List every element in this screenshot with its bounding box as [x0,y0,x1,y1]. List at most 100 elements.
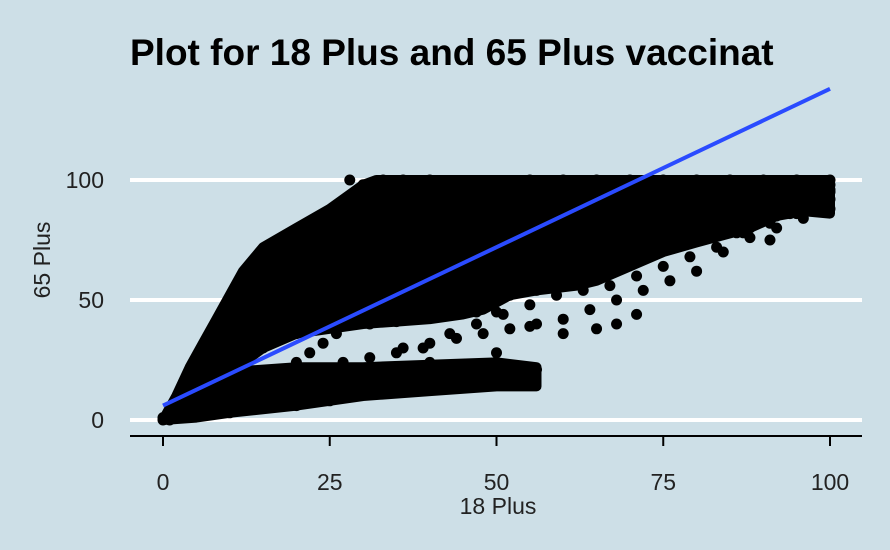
data-point [624,222,636,234]
data-point [290,328,302,340]
data-points [157,174,836,426]
data-point [464,294,476,306]
x-tick-label: 75 [650,469,676,495]
data-point [304,270,316,282]
x-tick-label: 25 [317,469,343,495]
data-point [364,352,376,364]
data-point [477,188,489,200]
data-point [504,289,516,301]
data-point [437,208,449,220]
data-point [577,284,589,296]
data-point [457,359,469,371]
data-point [317,256,329,268]
data-point [424,260,436,272]
data-point [651,188,663,200]
data-point [217,352,229,364]
data-point [457,176,469,188]
data-point [224,308,236,320]
data-point [230,392,242,404]
data-point [757,184,769,196]
data-point [597,265,609,277]
data-point [390,265,402,277]
data-point [337,203,349,215]
data-point [424,311,436,323]
data-point [684,217,696,229]
data-point [344,318,356,330]
data-point [357,380,369,392]
data-point [657,212,669,224]
data-point [377,174,389,186]
data-point [524,371,536,383]
trend-line [162,86,831,408]
data-point [470,306,482,318]
data-point [571,184,583,196]
data-point [284,318,296,330]
data-point [410,308,422,320]
data-point [691,174,703,186]
data-point [557,232,569,244]
data-point [384,256,396,268]
data-point [791,208,803,220]
data-point [257,328,269,340]
data-point [577,246,589,258]
data-point [684,232,696,244]
data-point [390,299,402,311]
data-point [764,217,776,229]
data-point [190,366,202,378]
data-point [350,193,362,205]
data-point [464,203,476,215]
data-point [764,234,776,246]
data-point [771,210,783,222]
data-point [237,380,249,392]
data-point [424,356,436,368]
data-point [357,275,369,287]
data-point [430,289,442,301]
data-point [611,318,623,330]
data-point [684,251,696,263]
data-point [757,203,769,215]
data-point [417,342,429,354]
data-point [410,361,422,373]
data-point [344,174,356,186]
chart-title: Plot for 18 Plus and 65 Plus vaccinat [130,32,774,73]
data-point [244,352,256,364]
data-point [797,184,809,196]
data-point [237,282,249,294]
data-point [751,193,763,205]
data-point [264,304,276,316]
data-point [277,366,289,378]
data-point [517,193,529,205]
data-point [250,313,262,325]
data-point [297,232,309,244]
data-point [377,304,389,316]
data-point [531,284,543,296]
data-point [817,203,829,215]
data-point [250,385,262,397]
data-point [437,364,449,376]
data-point [724,212,736,224]
data-point [624,251,636,263]
data-point [491,361,502,373]
y-axis-ticks: 0 50 100 [66,167,104,433]
data-point [410,236,422,248]
data-point [557,174,569,186]
data-point [657,174,669,186]
data-point [397,246,409,258]
data-point [224,332,236,344]
data-point [704,193,716,205]
data-point [744,179,756,191]
y-tick-label: 50 [78,287,104,313]
data-point [290,356,302,368]
data-point [771,179,783,191]
data-point [364,318,376,330]
data-point [524,299,536,311]
data-point [424,174,436,186]
data-point [551,289,563,301]
data-point [711,241,723,253]
data-point [184,402,196,414]
data-point [270,318,282,330]
data-point [491,347,502,359]
data-point [270,335,282,347]
data-point [604,280,616,292]
